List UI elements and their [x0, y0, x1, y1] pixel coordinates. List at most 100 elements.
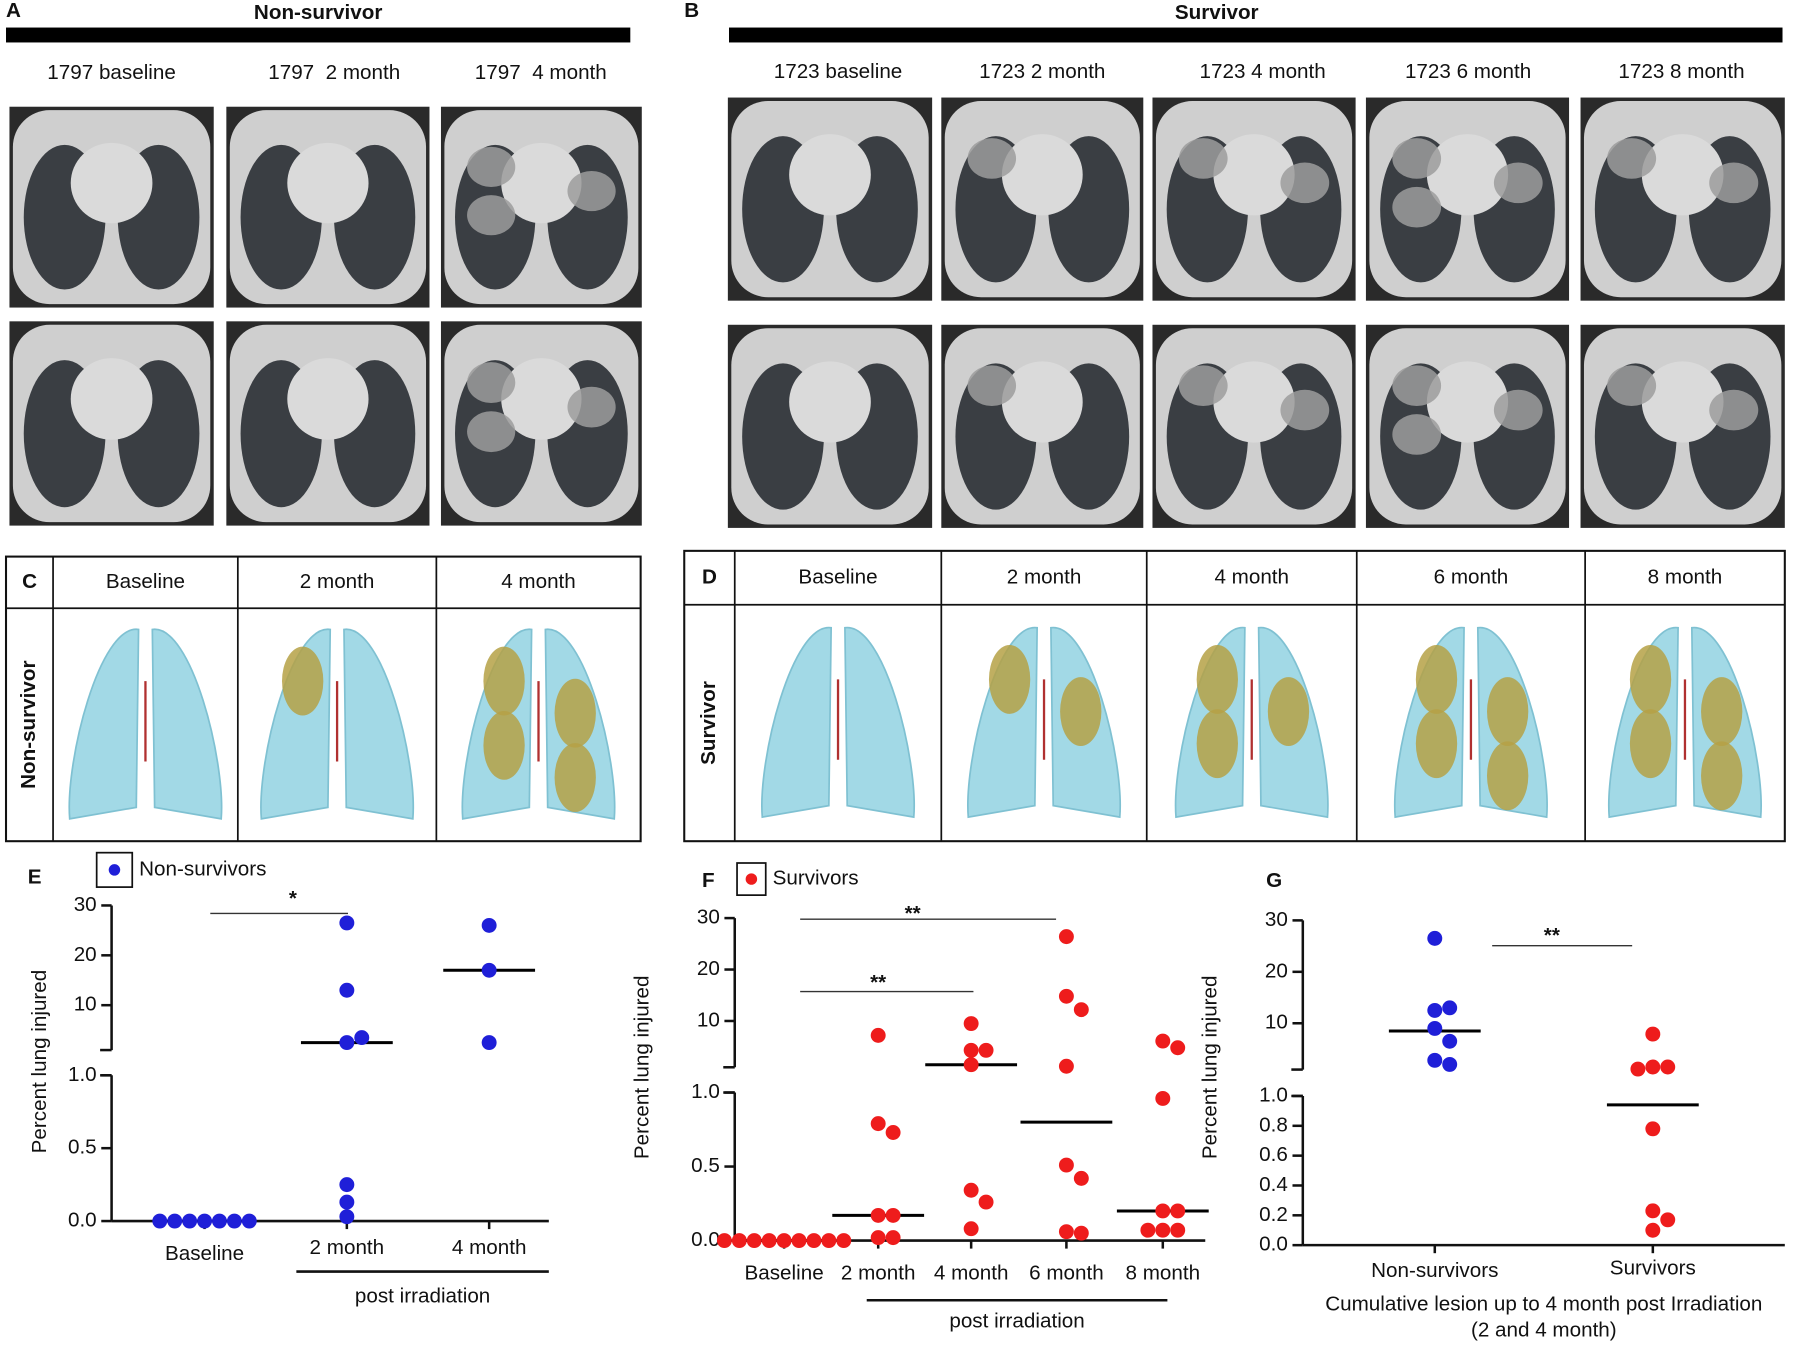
lung-lesion [1701, 741, 1743, 811]
table-frame [683, 549, 1786, 843]
x-axis-title: Cumulative lesion up to 4 month post Irr… [1325, 1292, 1762, 1315]
column-label: 6 month [1434, 565, 1509, 588]
data-point [1645, 1026, 1661, 1042]
lung-lesion [554, 743, 596, 812]
ct-lesion [1493, 389, 1543, 431]
x-tick-label: 6 month [1029, 1261, 1104, 1284]
data-point [1073, 1170, 1089, 1186]
panel-title: Survivor [1175, 1, 1259, 24]
panel-label: G [1266, 869, 1282, 892]
header-bar [6, 27, 631, 43]
data-point [716, 1233, 732, 1249]
lung-lesion [1415, 644, 1458, 714]
ct-lesion [1392, 186, 1442, 228]
ct-lesion [467, 146, 516, 188]
group-label: post irradiation [355, 1284, 490, 1307]
data-point [1073, 1002, 1089, 1018]
ct-heart [1001, 361, 1083, 443]
y-axis-title: Percent lung injured [28, 970, 51, 1154]
column-label: Baseline [798, 565, 877, 588]
data-point [1645, 1059, 1661, 1075]
legend-label: Non-survivors [139, 857, 266, 880]
column-label: 1797 2 month [268, 61, 400, 84]
data-point [731, 1233, 747, 1249]
panel-label: C [22, 570, 37, 593]
ct-heart [501, 358, 582, 440]
ct-image [1365, 97, 1570, 301]
ct-lesion [1392, 414, 1442, 455]
data-point [1660, 1212, 1676, 1228]
ct-image [1152, 324, 1356, 528]
panel-label: B [684, 0, 699, 22]
lung-lesion [1196, 709, 1238, 779]
y-tick-label: 0.4 [1259, 1173, 1288, 1196]
data-point [870, 1116, 886, 1132]
data-point [836, 1233, 852, 1249]
table-frame [4, 555, 642, 843]
x-axis-title: (2 and 4 month) [1471, 1319, 1617, 1342]
column-label: 4 month [501, 570, 576, 593]
data-point [806, 1233, 822, 1249]
ct-image [1580, 324, 1785, 528]
data-point [885, 1125, 901, 1140]
lung-lesion [483, 646, 525, 716]
data-point [1058, 988, 1074, 1004]
ct-image [9, 321, 214, 526]
column-label: 8 month [1648, 565, 1723, 588]
lung-render [1607, 626, 1762, 819]
ct-image [727, 324, 933, 528]
column-label: 1723 2 month [979, 60, 1105, 83]
data-point [1630, 1061, 1646, 1077]
lung-render [1174, 626, 1329, 819]
legend-label: Survivors [773, 867, 859, 890]
ct-image [440, 106, 642, 308]
ct-heart [1213, 361, 1295, 443]
data-point [761, 1233, 777, 1249]
data-point [1170, 1203, 1186, 1219]
x-tick-label: 4 month [934, 1261, 1009, 1284]
ct-heart [789, 361, 871, 443]
ct-lesion [467, 195, 516, 236]
data-point [963, 1221, 979, 1237]
data-point [152, 1213, 168, 1229]
data-point [776, 1233, 792, 1249]
data-point [226, 1213, 242, 1229]
ct-lesion [1493, 162, 1543, 204]
ct-image [440, 321, 642, 526]
legend-marker [108, 864, 121, 876]
y-tick-label: 0.6 [1259, 1143, 1288, 1166]
ct-heart [789, 134, 871, 216]
lung-lesion [1060, 677, 1102, 746]
ct-image [226, 321, 430, 526]
data-point [1170, 1040, 1186, 1056]
panel-label: D [702, 565, 717, 588]
ct-image [941, 97, 1144, 301]
data-point [241, 1213, 257, 1229]
y-tick-label: 30 [74, 893, 97, 916]
y-tick-label: 30 [697, 906, 720, 929]
data-point [354, 1030, 370, 1046]
y-axis-title: Percent lung injured [630, 975, 653, 1159]
x-tick-label: Non-survivors [1371, 1259, 1498, 1282]
x-tick-label: Baseline [744, 1261, 823, 1284]
lung-lesion [988, 644, 1031, 714]
data-point [963, 1016, 979, 1032]
ct-heart [70, 358, 153, 440]
data-point [870, 1207, 886, 1223]
y-tick-label: 0.8 [1259, 1113, 1288, 1136]
ct-heart [1001, 134, 1083, 216]
data-point [1645, 1121, 1661, 1137]
ct-heart [1213, 134, 1295, 216]
ct-heart [287, 358, 369, 440]
data-point [963, 1057, 979, 1073]
data-point [1442, 1056, 1458, 1072]
ct-image [1365, 324, 1570, 528]
data-point [1155, 1090, 1171, 1106]
ct-lesion [567, 386, 616, 428]
ct-lesion [467, 411, 516, 453]
data-point [481, 1035, 497, 1051]
data-point [1155, 1203, 1171, 1219]
y-tick-label: 0.0 [691, 1228, 720, 1251]
lung-lesion [1701, 677, 1743, 746]
significance-label: ** [1544, 924, 1561, 947]
